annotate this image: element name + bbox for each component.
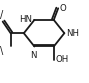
Text: O: O [60, 4, 67, 13]
Text: N: N [30, 51, 37, 60]
Text: HN: HN [19, 15, 32, 24]
Text: NH: NH [66, 29, 79, 38]
Text: OH: OH [56, 55, 69, 64]
Text: /: / [0, 10, 3, 20]
Text: \: \ [0, 46, 3, 56]
